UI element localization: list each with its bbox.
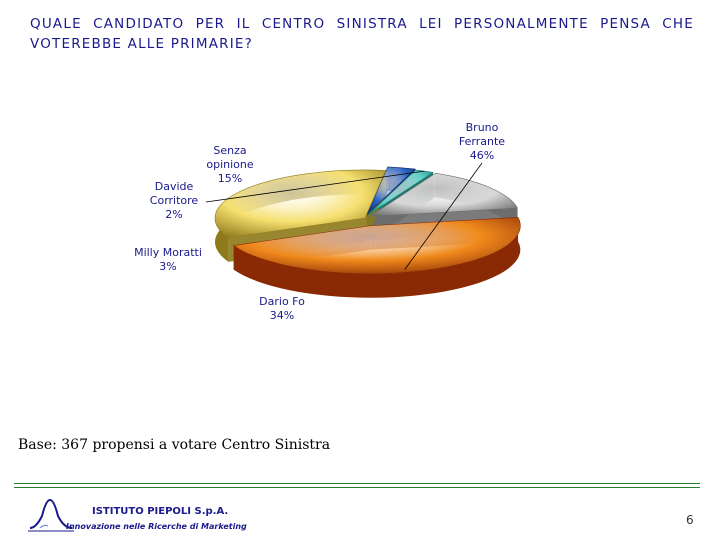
slice-senza-opinione [368, 172, 519, 217]
company-tagline: Innovazione nelle Ricerche di Marketing [66, 522, 247, 531]
slice-bruno-ferrante [232, 217, 521, 275]
page-title: QUALE CANDIDATO PER IL CENTRO SINISTRA L… [30, 16, 694, 52]
pie-slices [214, 166, 521, 298]
label-bruno-ferrante: Bruno Ferrante 46% [459, 121, 505, 162]
base-note: Base: 367 propensi a votare Centro Sinis… [18, 437, 331, 453]
label-dario-fo: Dario Fo 34% [259, 295, 305, 322]
leader-lines [205, 162, 483, 270]
slice-milly-moratti [366, 166, 416, 215]
footer-rule-top [14, 483, 700, 484]
company-logo-icon [28, 498, 74, 532]
slice-dario-fo [214, 169, 387, 239]
label-milly-moratti: Milly Moratti 3% [134, 246, 202, 273]
label-senza-opinione: Senza opinione 15% [206, 144, 253, 185]
pie-labels: Bruno Ferrante 46% Dario Fo 34% Milly Moratti… [134, 121, 505, 322]
leader-bruno-ferrante [404, 162, 483, 270]
company-name: ISTITUTO PIEPOLI S.p.A. [92, 506, 229, 517]
pie-chart: Bruno Ferrante 46% Dario Fo 34% Milly Moratti… [134, 121, 521, 322]
slice-wall-bruno-ferrante [233, 217, 521, 298]
page-number: 6 [686, 513, 694, 527]
label-davide-corritore: Davide Corritore 2% [150, 180, 199, 221]
leader-davide-corritore [205, 170, 425, 203]
footer-rule-bottom [14, 487, 700, 488]
